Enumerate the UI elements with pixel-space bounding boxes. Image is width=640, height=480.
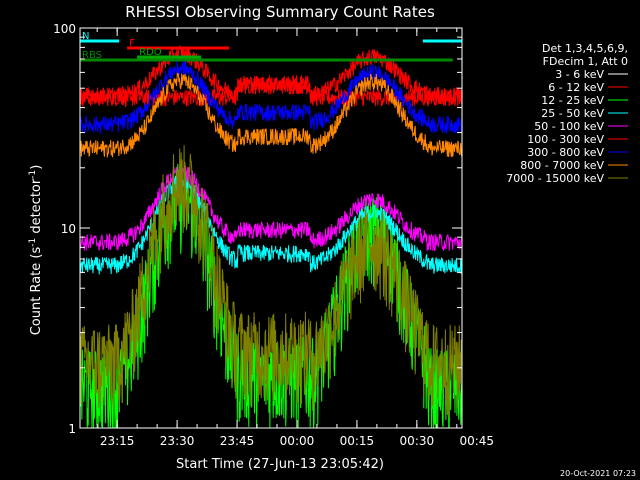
legend-entry-label: 3 - 6 keV: [555, 68, 604, 81]
x-tick-label: 00:30: [400, 434, 435, 448]
series-12-25-kev: [80, 163, 462, 428]
legend-entry-label: 50 - 100 keV: [534, 120, 604, 133]
x-tick-label: 00:00: [280, 434, 315, 448]
legend-header-line1: Det 1,3,4,5,6,9,: [542, 42, 628, 55]
x-tick-label: 23:15: [100, 434, 135, 448]
x-axis-label: Start Time (27-Jun-13 23:05:42): [176, 457, 384, 472]
y-tick-label: 1: [68, 422, 76, 436]
y-axis: 1 10 100: [53, 22, 462, 436]
x-tick-label: 23:45: [220, 434, 255, 448]
legend-entry-label: 6 - 12 keV: [548, 81, 604, 94]
legend-entry-label: 800 - 7000 keV: [520, 159, 604, 172]
x-axis: 23:15 23:30 23:45 00:00 00:15 00:30 00:45: [96, 28, 494, 448]
series-100-300-kev: [80, 44, 462, 107]
flag-label-f: F: [129, 38, 135, 49]
legend-entry-label: 25 - 50 keV: [541, 107, 604, 120]
chart-title: RHESSI Observing Summary Count Rates: [125, 3, 435, 21]
legend-entry-label: 100 - 300 keV: [527, 133, 604, 146]
x-tick-label: 00:45: [459, 434, 494, 448]
y-axis-label: Count Rate (s-1 detector-1): [28, 165, 44, 336]
plot-area: N F RDO RBS: [80, 31, 462, 428]
y-tick-label: 10: [61, 222, 76, 236]
x-tick-label: 23:30: [160, 434, 195, 448]
series-50-100-kev: [80, 163, 462, 252]
legend: Det 1,3,4,5,6,9, FDecim 1, Att 0 3 - 6 k…: [506, 42, 628, 185]
legend-entry-label: 300 - 800 keV: [527, 146, 604, 159]
x-tick-label: 00:15: [340, 434, 375, 448]
legend-header-line2: FDecim 1, Att 0: [543, 55, 628, 68]
legend-entry-label: 12 - 25 keV: [541, 94, 604, 107]
y-tick-label: 100: [53, 22, 76, 36]
flag-label-rbs: RBS: [82, 50, 102, 61]
legend-entry-label: 7000 - 15000 keV: [506, 172, 604, 185]
flag-label-n: N: [82, 31, 89, 42]
series-7000-15000-kev: [80, 145, 462, 418]
series-800-7000-kev: [80, 72, 462, 158]
flag-bars: N F RDO RBS: [80, 31, 462, 62]
footer-timestamp: 20-Oct-2021 07:23: [560, 469, 636, 478]
series-300-800-kev: [80, 60, 462, 135]
flag-label-rdo: RDO: [139, 47, 162, 58]
series-25-50-kev: [80, 174, 462, 275]
